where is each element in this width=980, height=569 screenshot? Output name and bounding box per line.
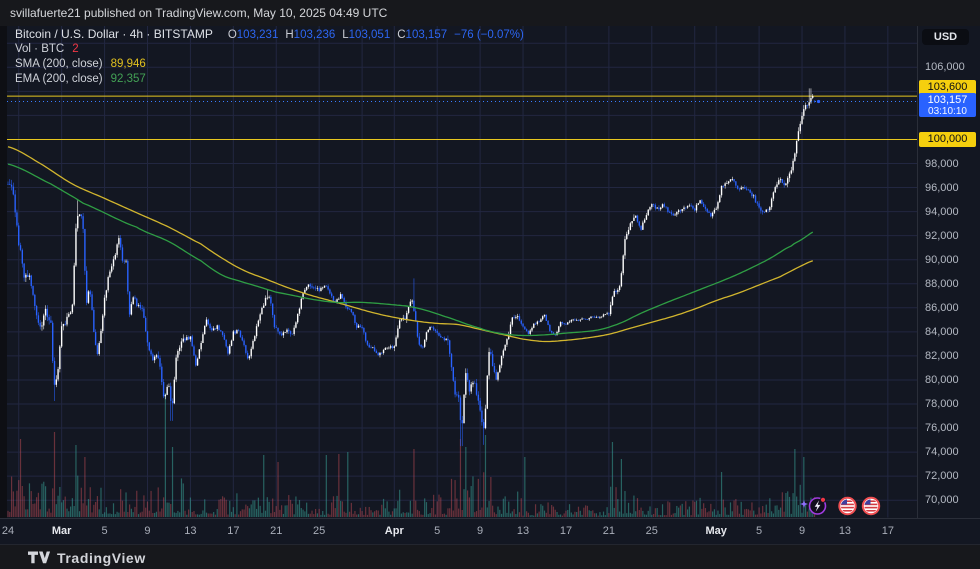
level-price-label: 100,000 <box>919 132 976 147</box>
time-tick-label: 17 <box>881 525 894 537</box>
time-tick-label: 24 <box>1 525 15 537</box>
price-tick-label: 82,000 <box>925 349 959 362</box>
time-axis[interactable]: 24 Mar 5 9 13 17 21 25 Apr 5 9 13 17 21 25 May 5 9 13 17 <box>0 518 980 545</box>
price-tick-label: 70,000 <box>925 494 959 507</box>
ohlc-values: O103,231 H103,236 L103,051 C103,157 −76 (−0.… <box>227 29 524 41</box>
time-tick-label: Mar <box>51 525 72 537</box>
volume-indicator-row[interactable]: Vol · BTC 2 <box>15 43 79 55</box>
bar-countdown: 03:10:10 <box>928 105 967 117</box>
chart-legend: Bitcoin / U.S. Dollar · 4h · BITSTAMP O10… <box>15 27 524 87</box>
us-economic-event-icon[interactable] <box>838 496 857 516</box>
volume-value: 2 <box>72 43 79 55</box>
current-price-value: 103,157 <box>927 93 968 106</box>
sparkle-icon[interactable] <box>800 500 808 508</box>
time-tick-label: 17 <box>559 525 573 537</box>
price-tick-label: 98,000 <box>925 157 959 170</box>
price-axis[interactable]: USD 106,000 98,000 96,000 94,000 92,000 90,00… <box>917 26 980 518</box>
price-tick-label: 72,000 <box>925 470 959 483</box>
price-tick-label: 78,000 <box>925 398 959 410</box>
time-tick-label: 17 <box>227 525 240 537</box>
price-tick-label: 80,000 <box>925 373 959 386</box>
us-economic-event-icon[interactable] <box>861 496 881 516</box>
time-tick-label: 9 <box>144 525 151 537</box>
level-price-label: 103,600 <box>919 79 976 95</box>
price-tick-label: 88,000 <box>925 277 959 290</box>
price-tick-label: 86,000 <box>925 301 959 314</box>
price-tick-label: 96,000 <box>925 181 959 194</box>
price-tick-label: 76,000 <box>925 422 959 435</box>
time-tick-label: 21 <box>270 525 283 537</box>
time-tick-label: 9 <box>798 525 806 537</box>
symbol-ohlc-row[interactable]: Bitcoin / U.S. Dollar · 4h · BITSTAMP O10… <box>15 27 524 42</box>
price-tick-label: 90,000 <box>925 253 959 266</box>
time-tick-label: 25 <box>313 525 326 537</box>
publish-info-bar: svillafuerte21 published on TradingView.… <box>0 0 980 26</box>
ema-indicator-row[interactable]: EMA (200, close) 92,357 <box>15 73 146 85</box>
plot-left-margin <box>0 26 7 518</box>
symbol-title: Bitcoin / U.S. Dollar · 4h · BITSTAMP <box>15 27 213 41</box>
time-tick-label: 5 <box>756 525 763 537</box>
currency-toggle-button[interactable]: USD <box>922 29 969 45</box>
time-tick-label: May <box>705 525 727 537</box>
time-tick-label: 13 <box>838 525 852 537</box>
tradingview-logo-text: TradingView <box>57 549 146 566</box>
sma-value: 89,946 <box>110 58 146 70</box>
ema-value: 92,357 <box>110 73 146 85</box>
time-tick-label: 5 <box>101 525 108 537</box>
time-tick-label: 13 <box>516 525 530 537</box>
chart-widget: USD 106,000 98,000 96,000 94,000 92,000 90,00… <box>0 26 980 545</box>
sma-indicator-row[interactable]: SMA (200, close) 89,946 <box>15 58 146 70</box>
footer-bar: TradingView <box>0 546 980 569</box>
time-tick-label: 25 <box>645 525 658 537</box>
time-tick-label: 5 <box>434 525 441 537</box>
price-change: −76 (−0.07%) <box>454 29 524 41</box>
crypto-event-icon[interactable] <box>808 496 827 515</box>
price-tick-label: 94,000 <box>925 205 959 218</box>
price-tick-label: 84,000 <box>925 325 959 338</box>
tradingview-logo-icon <box>28 551 50 564</box>
tradingview-logo[interactable]: TradingView <box>28 550 146 566</box>
price-tick-label: 106,000 <box>925 61 965 74</box>
time-tick-label: 21 <box>602 525 615 537</box>
current-price-label: 103,157 03:10:10 <box>919 92 976 117</box>
time-tick-label: 13 <box>184 525 197 537</box>
time-tick-label: Apr <box>384 525 404 537</box>
price-tick-label: 74,000 <box>925 446 959 459</box>
time-tick-label: 9 <box>477 525 484 537</box>
price-tick-label: 92,000 <box>925 229 959 242</box>
